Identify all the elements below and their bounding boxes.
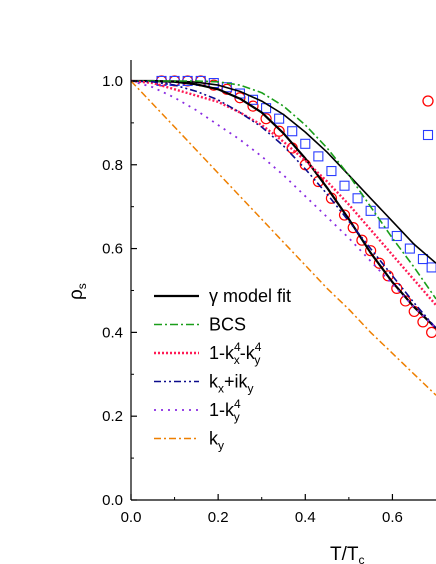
marker-square <box>426 262 436 273</box>
axes <box>130 60 436 501</box>
y-tick-label: 0.0 <box>102 492 123 509</box>
y-tick-label: 0.2 <box>102 408 123 425</box>
legend-label-k4xy: 1-k4 x-k4 y <box>209 340 262 367</box>
y-tick-label: 0.8 <box>102 157 123 174</box>
legend-label-bcs: BCS <box>209 315 246 335</box>
marker-square <box>221 82 232 93</box>
y-tick-label: 0.4 <box>102 324 123 341</box>
x-tick-label: 0.4 <box>295 509 316 526</box>
marker-square <box>274 113 285 124</box>
y-tick-label: 1.0 <box>102 73 123 90</box>
marker-square <box>287 126 298 137</box>
marker-square <box>391 230 402 242</box>
marker-square <box>326 165 337 177</box>
marker-square <box>339 180 350 191</box>
series-line-ky <box>131 80 436 396</box>
marker-circle <box>273 125 285 137</box>
marker-circle <box>356 234 368 246</box>
marker-circle <box>260 113 272 125</box>
marker-circle <box>247 100 259 112</box>
marker-circle <box>426 326 436 338</box>
series-line-gamma <box>131 79 436 329</box>
marker-square <box>404 243 415 254</box>
marker-square <box>417 253 428 265</box>
x-tick-label: 0.6 <box>382 509 403 526</box>
x-axis-title: T/Tc <box>330 544 365 564</box>
marker-square <box>300 138 311 149</box>
marker-square <box>313 151 324 162</box>
legend-label-k4y: 1-k4 y <box>209 397 241 424</box>
marker-circle <box>365 245 377 257</box>
marker-circle <box>338 209 351 221</box>
series-line-kxiky <box>131 80 436 329</box>
y-tick-label: 0.6 <box>102 241 123 258</box>
x-tick-label: 0.2 <box>208 509 229 526</box>
right-legend <box>422 95 434 141</box>
marker-square <box>352 193 363 204</box>
series-line-k4xy <box>131 79 436 306</box>
legend-label-kxiky: kx+iky <box>209 372 254 396</box>
series-line-bcs <box>131 80 436 300</box>
right-legend-square <box>422 129 434 141</box>
x-tick-label: 0.0 <box>121 509 142 526</box>
marker-circle <box>373 257 385 269</box>
legend-label-gamma: γ model fit <box>209 286 291 306</box>
right-legend-circle <box>422 95 434 107</box>
ticks: 0.0 0.2 0.4 0.6 0.0 0.2 0.4 0.6 0.8 1.0 <box>102 73 403 526</box>
y-axis-title: ρs <box>66 283 89 300</box>
marker-square <box>378 218 389 229</box>
marker-circle <box>347 222 359 234</box>
legend-label-ky: ky <box>209 429 224 453</box>
plot-area <box>131 75 436 396</box>
